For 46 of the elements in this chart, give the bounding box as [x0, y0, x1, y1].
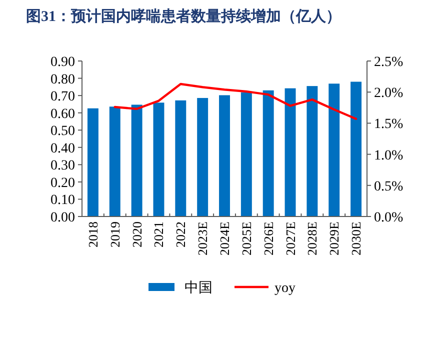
y-tick-label: 0.00: [50, 210, 75, 226]
x-tick-label: 2027E: [282, 221, 298, 256]
x-tick-label: 2018: [85, 222, 100, 248]
bar: [284, 88, 296, 216]
x-tick-label: 2023E: [195, 221, 210, 256]
bar: [197, 98, 208, 216]
bar: [219, 95, 230, 216]
bar: [306, 86, 318, 216]
x-tick-label: 2022: [173, 222, 188, 248]
y2-tick-label: 0.0%: [374, 210, 404, 226]
y2-tick-label: 0.5%: [374, 179, 404, 194]
bar: [153, 102, 164, 216]
x-tick-label: 2021: [151, 222, 166, 248]
y-tick-label: 0.30: [50, 158, 75, 174]
y-tick-label: 0.40: [50, 141, 75, 156]
y-tick-label: 0.70: [50, 90, 75, 105]
bar: [109, 106, 120, 216]
x-tick-label: 2020: [129, 222, 144, 248]
y2-tick-label: 1.5%: [374, 117, 404, 132]
legend-label: 中国: [184, 280, 212, 296]
x-tick-label: 2030E: [348, 221, 364, 256]
x-tick-label: 2024E: [217, 221, 232, 256]
y2-tick-label: 2.5%: [374, 55, 404, 70]
y-tick-label: 0.50: [50, 124, 75, 140]
x-tick-label: 2029E: [326, 221, 342, 256]
y2-tick-label: 2.0%: [374, 86, 404, 102]
y-tick-label: 0.80: [50, 72, 75, 88]
bar: [87, 108, 98, 216]
y-tick-label: 0.60: [50, 106, 75, 122]
legend-label: yoy: [274, 281, 296, 296]
bar: [262, 90, 274, 216]
x-tick-label: 2026E: [260, 221, 276, 256]
bar: [131, 104, 142, 216]
chart-title: 图31：预计国内哮喘患者数量持续增加（亿人）: [26, 8, 341, 25]
bar: [240, 92, 252, 216]
y-tick-label: 0.20: [50, 176, 75, 191]
bar: [328, 84, 340, 216]
bar: [175, 100, 186, 216]
x-tick-label: 2028E: [304, 221, 320, 256]
y2-tick-label: 1.0%: [374, 148, 404, 164]
x-tick-label: 2019: [107, 222, 122, 248]
line-series: [114, 82, 358, 120]
y-tick-label: 0.90: [50, 55, 75, 70]
y-tick-label: 0.10: [50, 193, 75, 208]
x-tick-label: 2025E: [238, 221, 254, 256]
bar: [350, 82, 362, 216]
